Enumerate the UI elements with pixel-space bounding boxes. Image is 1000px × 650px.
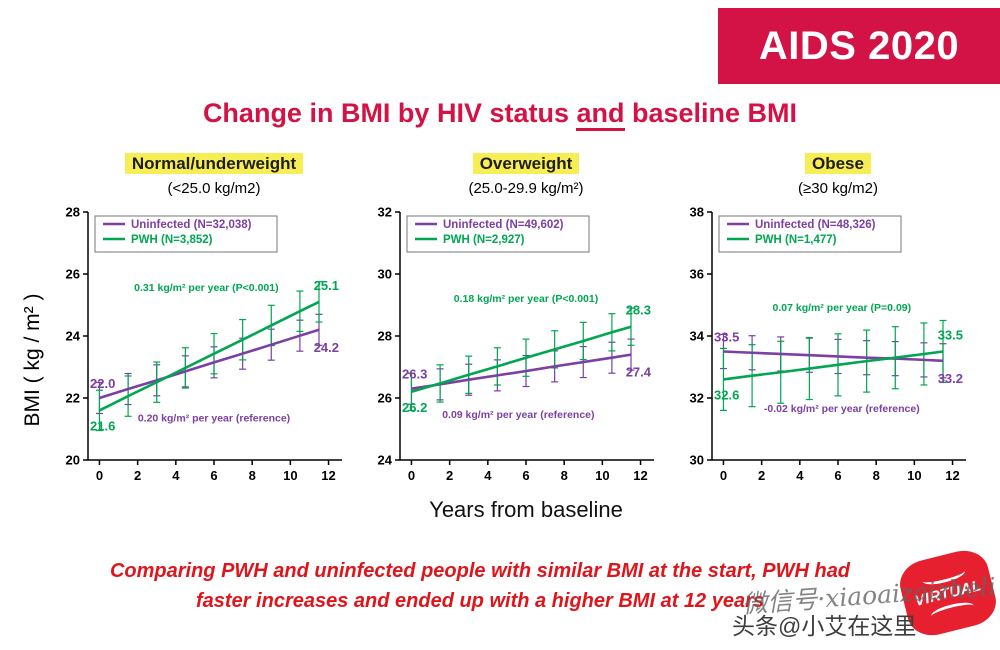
svg-text:Uninfected (N=32,038): Uninfected (N=32,038) [131,219,252,231]
page-title-emphasis: and [576,98,625,131]
svg-text:8: 8 [249,468,256,483]
conference-banner: AIDS 2020 [718,8,1000,84]
svg-text:0.07 kg/m² per year (P=0.09): 0.07 kg/m² per year (P=0.09) [773,302,912,314]
svg-text:28: 28 [378,329,392,344]
svg-text:0.09 kg/m² per year (reference: 0.09 kg/m² per year (reference) [442,409,594,421]
svg-text:6: 6 [210,468,217,483]
svg-text:26.2: 26.2 [402,400,427,415]
svg-text:10: 10 [595,468,609,483]
svg-text:33.5: 33.5 [938,328,963,343]
svg-text:32: 32 [378,205,392,220]
charts-row: Normal/underweight (<25.0 kg/m2) 20 22 24 2… [50,153,974,494]
svg-text:32.6: 32.6 [714,387,739,402]
panel-subtitle: (25.0-29.9 kg/m²) [468,180,584,197]
svg-text:2: 2 [758,468,765,483]
svg-text:12: 12 [321,468,335,483]
chart-panel-obese: Obese (≥30 kg/m2) 30 32 34 36 38 0 2 4 6 8 10 12 33.… [674,153,974,494]
svg-text:PWH (N=2,927): PWH (N=2,927) [443,234,525,246]
svg-text:24: 24 [378,453,393,468]
svg-text:10: 10 [907,468,921,483]
svg-text:4: 4 [796,468,804,483]
svg-text:-0.02 kg/m² per year (referenc: -0.02 kg/m² per year (reference) [764,403,920,415]
svg-text:Uninfected (N=49,602): Uninfected (N=49,602) [443,219,564,231]
svg-text:28.3: 28.3 [626,303,651,318]
svg-text:24: 24 [66,329,81,344]
panel-header-highlight: Normal/underweight [124,153,304,174]
chart-panel-overweight: Overweight (25.0-29.9 kg/m²) 24 26 28 30 32 0… [362,153,662,494]
svg-text:0: 0 [720,468,727,483]
y-axis-label: BMI ( kg / m² ) [21,293,44,427]
svg-text:36: 36 [690,267,704,282]
svg-text:22.0: 22.0 [90,376,115,391]
svg-text:2: 2 [134,468,141,483]
panel-header-highlight: Obese [805,153,871,174]
svg-text:0: 0 [408,468,415,483]
svg-text:8: 8 [561,468,568,483]
svg-text:24.2: 24.2 [314,340,339,355]
conference-banner-label: AIDS 2020 [758,23,960,68]
page-title-post: baseline BMI [624,98,798,128]
svg-text:38: 38 [690,205,704,220]
svg-text:12: 12 [633,468,647,483]
bmi-chart-obese: 30 32 34 36 38 0 2 4 6 8 10 12 33.5 33.2 32.6 33.5 Uninf… [690,205,966,483]
conclusion-text: Comparing PWH and uninfected people with… [0,556,960,616]
panel-subtitle: (≥30 kg/m2) [798,180,878,197]
svg-text:0.31 kg/m² per year (P<0.001): 0.31 kg/m² per year (P<0.001) [134,282,278,294]
svg-text:2: 2 [446,468,453,483]
svg-text:Uninfected (N=48,326): Uninfected (N=48,326) [755,219,876,231]
conclusion-line-1: Comparing PWH and uninfected people with… [109,560,851,582]
svg-text:28: 28 [66,205,80,220]
svg-text:26.3: 26.3 [402,367,427,382]
watermark-toutiao: 头条@小艾在这里 [732,613,917,639]
svg-text:4: 4 [172,468,180,483]
svg-text:6: 6 [834,468,841,483]
svg-text:27.4: 27.4 [626,365,652,380]
panel-subtitle: (<25.0 kg/m2) [167,180,261,197]
svg-text:22: 22 [66,391,80,406]
svg-text:10: 10 [283,468,297,483]
svg-text:21.6: 21.6 [90,418,115,433]
panel-header: Normal/underweight [50,153,350,180]
svg-text:32: 32 [690,391,704,406]
svg-text:20: 20 [66,453,80,468]
svg-text:12: 12 [945,468,959,483]
svg-text:34: 34 [690,329,705,344]
panel-header: Obese [674,153,974,180]
svg-text:PWH (N=3,852): PWH (N=3,852) [131,234,213,246]
svg-text:8: 8 [873,468,880,483]
svg-text:0.18 kg/m² per year (P<0.001): 0.18 kg/m² per year (P<0.001) [454,293,598,305]
svg-text:33.5: 33.5 [714,330,739,345]
panel-header-highlight: Overweight [472,153,580,174]
chart-panel-normal: Normal/underweight (<25.0 kg/m2) 20 22 24 2… [50,153,350,494]
panel-header: Overweight [362,153,662,180]
conclusion-line-2: faster increases and ended up with a hig… [196,590,764,612]
svg-text:PWH (N=1,477): PWH (N=1,477) [755,234,837,246]
svg-text:30: 30 [690,453,704,468]
svg-text:30: 30 [378,267,392,282]
svg-text:26: 26 [378,391,392,406]
svg-text:0.20 kg/m² per year (reference: 0.20 kg/m² per year (reference) [138,412,290,424]
svg-text:25.1: 25.1 [314,278,339,293]
svg-text:26: 26 [66,267,80,282]
page-title-pre: Change in BMI by HIV status [202,98,577,128]
svg-text:33.2: 33.2 [938,371,963,386]
page-title: Change in BMI by HIV status and baseline… [0,98,1000,131]
svg-text:4: 4 [484,468,492,483]
svg-text:6: 6 [522,468,529,483]
svg-text:0: 0 [96,468,103,483]
x-axis-label: Years from baseline [429,497,623,522]
